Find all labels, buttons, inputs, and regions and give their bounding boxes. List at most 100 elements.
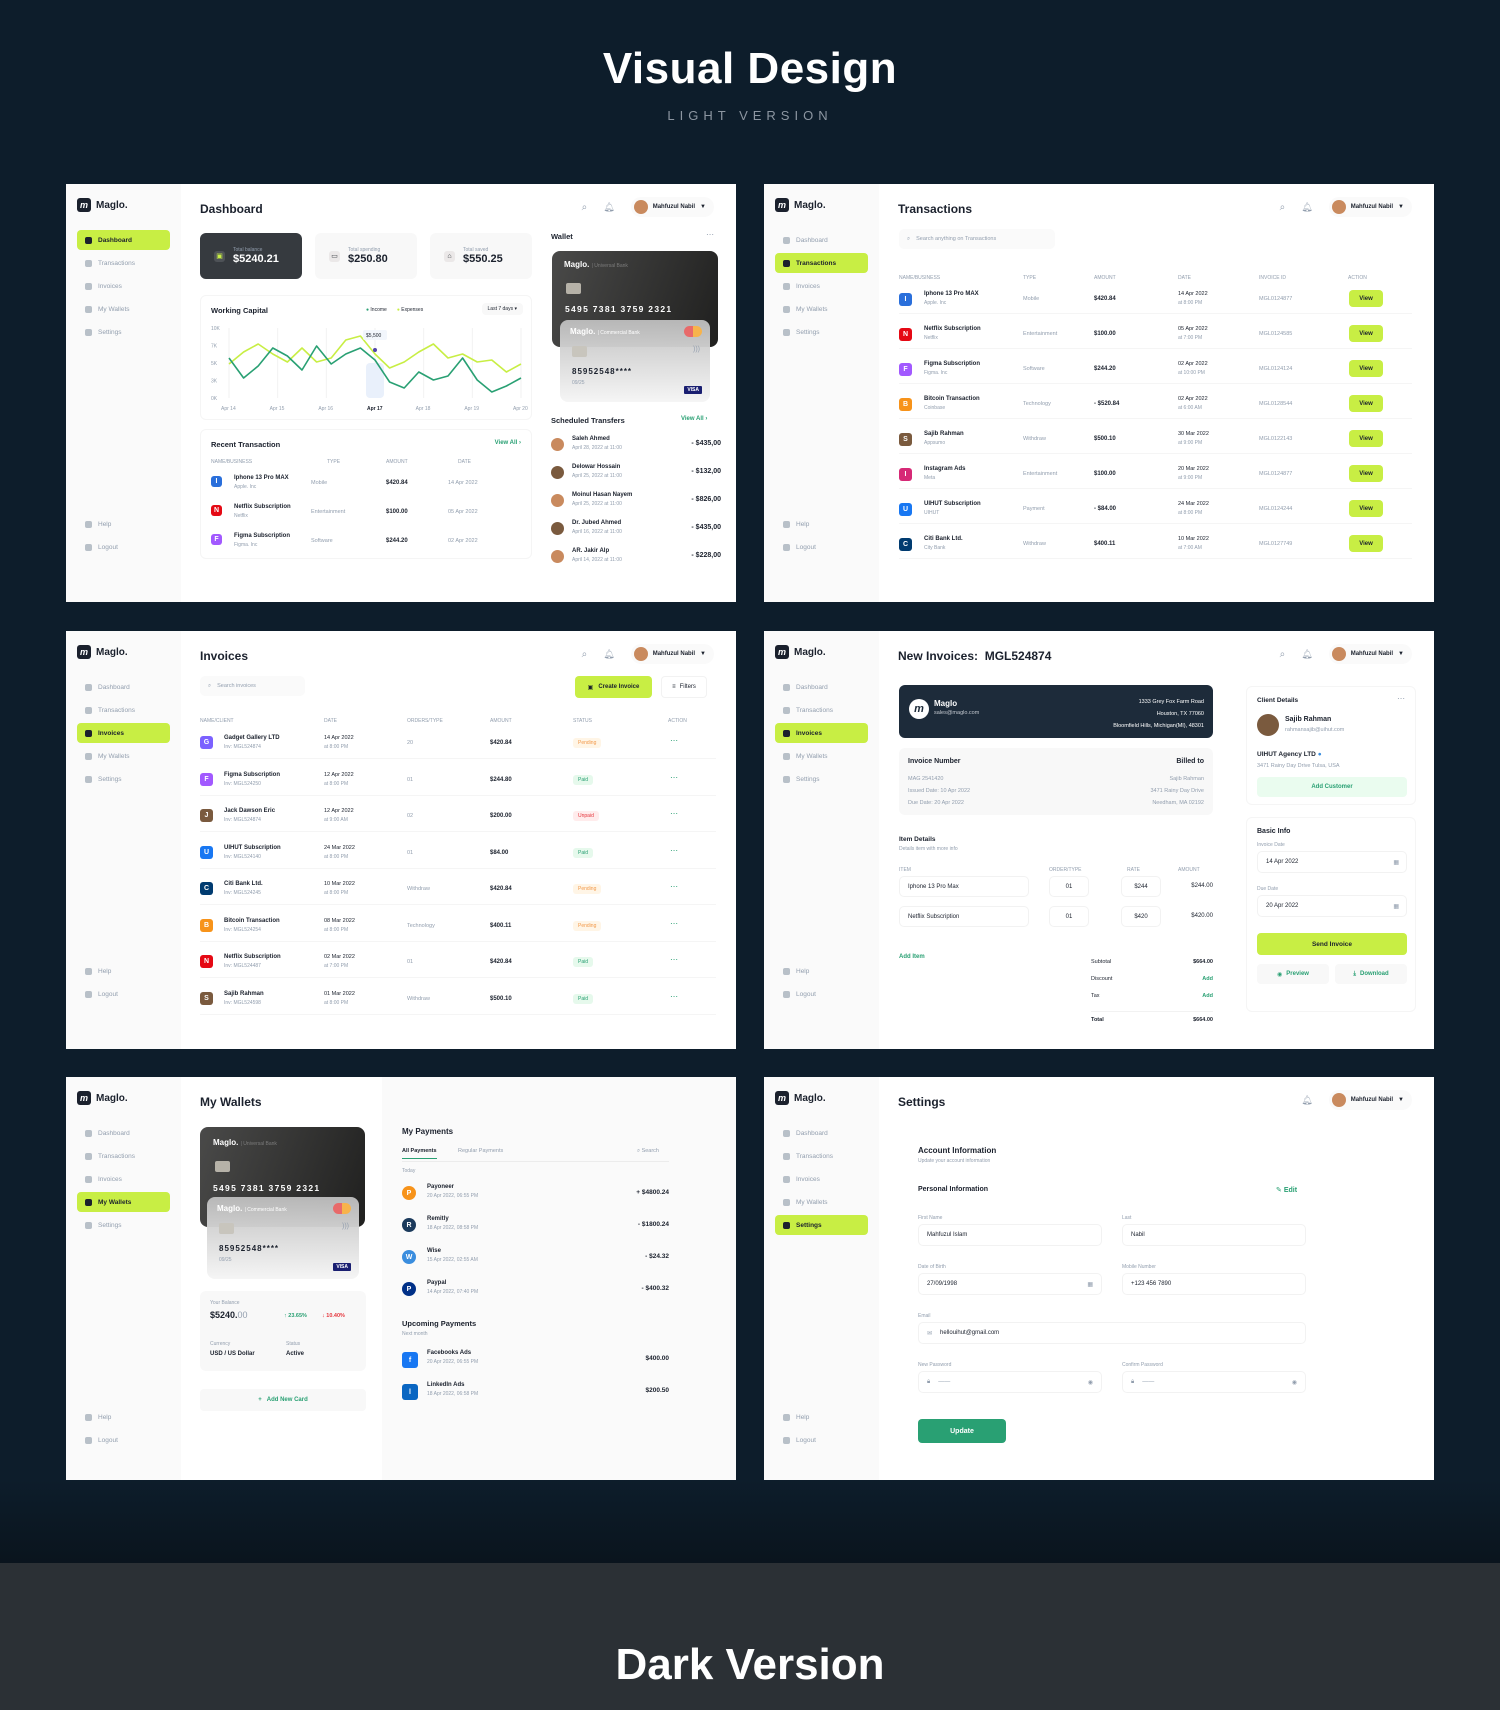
add-new-card-button[interactable]: + Add New Card (200, 1389, 366, 1411)
nav-dashboard[interactable]: Dashboard (775, 230, 868, 250)
nav-invoices[interactable]: Invoices (77, 723, 170, 743)
brand-logo[interactable]: m Maglo. (77, 1091, 128, 1105)
eye-icon[interactable]: ◉ (1291, 1379, 1297, 1386)
wallet-card-secondary[interactable]: Maglo. | Commercial Bank ))) 85952548***… (560, 320, 710, 402)
more-icon[interactable]: ⋯ (1397, 694, 1405, 703)
table-row[interactable]: I Iphone 13 Pro MAX Apple. Inc Mobile $420.8… (211, 472, 523, 498)
nav-dashboard[interactable]: Dashboard (775, 1123, 868, 1143)
nav-invoices[interactable]: Invoices (775, 723, 868, 743)
table-row[interactable]: F Figma Subscription Figma. Inc Software $24… (899, 354, 1412, 384)
nav-my-wallets[interactable]: My Wallets (775, 299, 868, 319)
nav-invoices[interactable]: Invoices (775, 1169, 868, 1189)
payment-item[interactable]: P Payoneer 20 Apr 2022, 06:55 PM + $4800.24 (402, 1181, 669, 1207)
confirm-password-input[interactable]: 🔒︎ —— ◉ (1122, 1371, 1306, 1393)
item-name-input[interactable]: Netflix Subscription (899, 906, 1029, 927)
nav-help[interactable]: Help (775, 961, 868, 981)
table-row[interactable]: S Sajib Rahman Appsumo Withdraw $500.10 30 Ma… (899, 424, 1412, 454)
nav-transactions[interactable]: Transactions (77, 1146, 170, 1166)
list-item[interactable]: Delowar Hossain April 25, 2022 at 11:00 - … (551, 462, 721, 486)
payments-search[interactable]: ⌕ Search (636, 1148, 659, 1154)
nav-logout[interactable]: Logout (775, 537, 868, 557)
add-customer-button[interactable]: Add Customer (1257, 777, 1407, 797)
table-row[interactable]: F Figma Subscription Figma. Inc Software $24… (211, 530, 523, 556)
nav-logout[interactable]: Logout (77, 537, 170, 557)
scheduled-view-all-link[interactable]: View All › (681, 416, 708, 422)
highlight-point[interactable] (373, 348, 377, 352)
table-row[interactable]: B Bitcoin Transaction Coinbase Technology - … (899, 389, 1412, 419)
more-icon[interactable]: ⋯ (670, 736, 678, 745)
item-qty-input[interactable]: 01 (1049, 906, 1089, 927)
brand-logo[interactable]: m Maglo. (77, 198, 128, 212)
eye-icon[interactable]: ◉ (1087, 1379, 1093, 1386)
view-button[interactable]: View (1349, 290, 1383, 307)
table-row[interactable]: B Bitcoin Transaction Inv: MGL524254 08 Mar… (200, 910, 716, 942)
table-row[interactable]: I Iphone 13 Pro MAX Apple. Inc Mobile $420.8… (899, 284, 1412, 314)
filters-button[interactable]: ≡ Filters (661, 676, 707, 698)
search-icon[interactable]: ⌕ (1279, 201, 1286, 213)
more-icon[interactable]: ⋯ (670, 845, 678, 855)
more-icon[interactable]: ⋯ (670, 918, 678, 928)
nav-my-wallets[interactable]: My Wallets (775, 1192, 868, 1212)
nav-dashboard[interactable]: Dashboard (775, 677, 868, 697)
nav-dashboard[interactable]: Dashboard (77, 677, 170, 697)
bell-icon[interactable]: 🔔︎ (1301, 648, 1313, 659)
view-button[interactable]: View (1349, 430, 1383, 447)
nav-help[interactable]: Help (775, 1407, 868, 1427)
nav-invoices[interactable]: Invoices (775, 276, 868, 296)
nav-settings[interactable]: Settings (775, 322, 868, 342)
brand-logo[interactable]: m Maglo. (77, 645, 128, 659)
nav-settings[interactable]: Settings (77, 1215, 170, 1235)
item-rate-input[interactable]: $420 (1121, 906, 1161, 927)
table-row[interactable]: S Sajib Rahman Inv: MGL524598 01 Mar 2022 at… (200, 983, 716, 1015)
payment-item[interactable]: R Remitly 18 Apr 2022, 08:58 PM - $1800.24 (402, 1213, 669, 1239)
table-row[interactable]: J Jack Dawson Eric Inv: MGL524874 12 Apr 20… (200, 800, 716, 832)
invoices-search-input[interactable]: ⌕ Search invoices (200, 676, 305, 696)
add-discount-link[interactable]: Add (1202, 976, 1213, 982)
upcoming-payment-item[interactable]: f Facebooks Ads 20 Apr 2022, 06:55 PM $400.… (402, 1347, 669, 1373)
table-row[interactable]: U UIHUT Subscription UIHUT Payment - $84.00 2… (899, 494, 1412, 524)
view-button[interactable]: View (1349, 360, 1383, 377)
nav-dashboard[interactable]: Dashboard (77, 230, 170, 250)
view-all-link[interactable]: View All › (494, 440, 521, 446)
upcoming-payment-item[interactable]: l LinkedIn Ads 18 Apr 2022, 06:58 PM $200.5… (402, 1379, 669, 1405)
nav-logout[interactable]: Logout (775, 1430, 868, 1450)
table-row[interactable]: N Netflix Subscription Netflix Entertainmen… (899, 319, 1412, 349)
add-item-link[interactable]: Add Item (899, 954, 925, 960)
nav-my-wallets[interactable]: My Wallets (775, 746, 868, 766)
nav-help[interactable]: Help (77, 1407, 170, 1427)
more-icon[interactable]: ⋯ (706, 230, 714, 239)
nav-transactions[interactable]: Transactions (775, 253, 868, 273)
nav-transactions[interactable]: Transactions (775, 700, 868, 720)
transactions-search-input[interactable]: ⌕ Search anything on Transactions (899, 229, 1055, 249)
range-select[interactable]: Last 7 days ▾ (481, 303, 523, 315)
list-item[interactable]: Saleh Ahmed April 28, 2022 at 11:00 - $435… (551, 434, 721, 458)
brand-logo[interactable]: m Maglo. (775, 198, 826, 212)
nav-settings[interactable]: Settings (77, 769, 170, 789)
nav-transactions[interactable]: Transactions (77, 700, 170, 720)
nav-logout[interactable]: Logout (77, 984, 170, 1004)
nav-help[interactable]: Help (77, 961, 170, 981)
list-item[interactable]: AR. Jakir Alp April 14, 2022 at 11:00 - $2… (551, 546, 721, 570)
add-tax-link[interactable]: Add (1202, 993, 1213, 999)
first-name-input[interactable]: Mahfuzul Islam (918, 1224, 1102, 1246)
nav-settings[interactable]: Settings (775, 769, 868, 789)
search-icon[interactable]: ⌕ (581, 201, 588, 213)
bell-icon[interactable]: 🔔︎ (603, 201, 615, 212)
search-icon[interactable]: ⌕ (1279, 648, 1286, 660)
bell-icon[interactable]: 🔔︎ (1301, 201, 1313, 212)
payment-item[interactable]: P Paypal 14 Apr 2022, 07:40 PM - $400.32 (402, 1277, 669, 1303)
view-button[interactable]: View (1349, 395, 1383, 412)
more-icon[interactable]: ⋯ (670, 991, 678, 1001)
search-icon[interactable]: ⌕ (581, 648, 588, 660)
more-icon[interactable]: ⋯ (670, 809, 678, 818)
item-qty-input[interactable]: 01 (1049, 876, 1089, 897)
list-item[interactable]: Dr. Jubed Ahmed April 16, 2022 at 11:00 - … (551, 518, 721, 542)
due-date-input[interactable]: 20 Apr 2022 ▦ (1257, 895, 1407, 917)
preview-button[interactable]: ◉ Preview (1257, 964, 1329, 984)
nav-logout[interactable]: Logout (77, 1430, 170, 1450)
nav-dashboard[interactable]: Dashboard (77, 1123, 170, 1143)
update-button[interactable]: Update (918, 1419, 1006, 1443)
invoice-date-input[interactable]: 14 Apr 2022 ▦ (1257, 851, 1407, 873)
nav-settings[interactable]: Settings (77, 322, 170, 342)
wallet-card-secondary[interactable]: Maglo. | Commercial Bank ))) 85952548***… (207, 1197, 359, 1279)
